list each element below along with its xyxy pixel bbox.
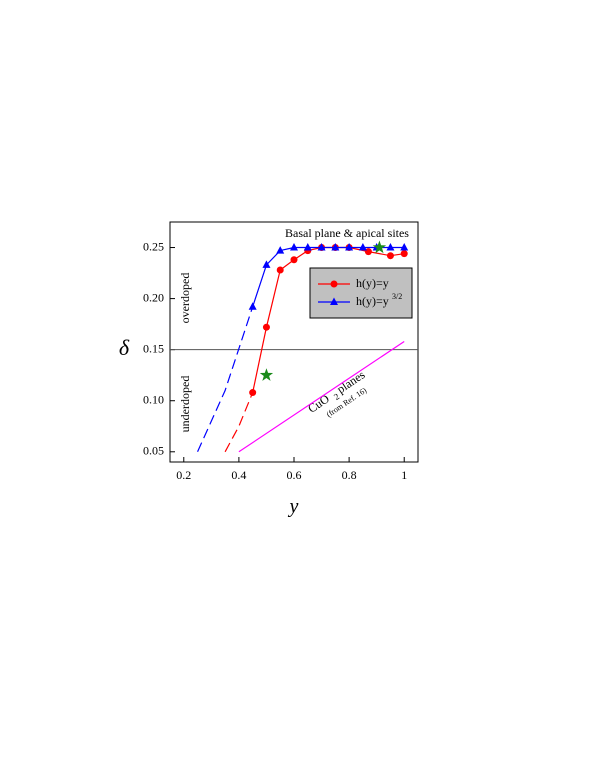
legend-label: h(y)=y [356, 276, 389, 290]
marker [248, 302, 257, 310]
legend-marker [330, 297, 338, 305]
marker [303, 243, 312, 251]
x-tick-label: 0.4 [231, 468, 246, 482]
marker [386, 243, 395, 251]
legend-marker [330, 280, 338, 288]
line [197, 306, 254, 453]
marker [386, 252, 394, 260]
marker [317, 243, 326, 251]
marker [290, 243, 298, 251]
x-tick-label: 0.8 [342, 468, 357, 482]
x-tick-label: 1 [401, 468, 407, 482]
x-tick-label: 0.6 [287, 468, 302, 482]
annotation: 2 [332, 391, 341, 402]
line [224, 392, 254, 453]
marker [290, 256, 298, 264]
marker [249, 389, 257, 397]
marker [262, 323, 270, 331]
marker [358, 243, 367, 251]
x-tick-label: 0.2 [176, 468, 191, 482]
y-tick-label: 0.20 [143, 290, 164, 304]
annotation: overdoped [178, 273, 192, 324]
y-tick-label: 0.05 [143, 444, 164, 458]
marker [364, 248, 372, 256]
annotation: underdoped [178, 376, 192, 433]
marker [331, 243, 340, 251]
marker [400, 243, 409, 251]
annotation: Basal plane & apical sites [285, 226, 409, 240]
legend-label: 3/2 [392, 292, 402, 301]
marker [276, 266, 284, 274]
y-tick-label: 0.15 [143, 341, 164, 355]
line [238, 340, 405, 453]
y-tick-label: 0.10 [143, 392, 164, 406]
star [259, 368, 274, 381]
y-tick-label: 0.25 [143, 239, 164, 253]
legend-label: h(y)=y [356, 294, 389, 308]
y-axis-label: δ [119, 335, 130, 360]
marker [262, 260, 271, 268]
marker [345, 243, 354, 251]
legend-box [309, 267, 413, 319]
star [372, 240, 387, 254]
x-axis-label: y [288, 496, 299, 518]
cuo-label: CuO 2 planes (from Ref. 16) [305, 367, 368, 419]
marker [276, 246, 285, 254]
marker [400, 250, 408, 258]
